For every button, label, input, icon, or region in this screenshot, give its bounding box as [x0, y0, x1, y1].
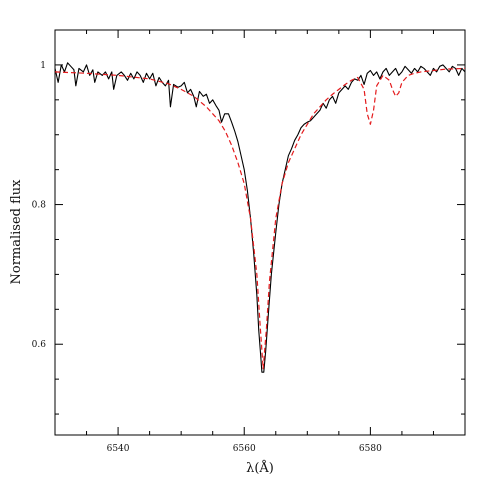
series-layer: [54, 62, 466, 373]
observed-spectrum-line: [54, 62, 466, 373]
plot-frame: [54, 29, 466, 436]
x-axis-label: λ(Å): [246, 460, 274, 476]
y-axis-label: Normalised flux: [9, 179, 24, 285]
y-axis-ticks: 0.6 0.8 1: [32, 29, 465, 415]
x-tick-label: 6580: [359, 444, 382, 454]
y-tick-label: 0.8: [32, 201, 47, 211]
x-tick-label: 6540: [107, 444, 130, 454]
x-axis-ticks: 6540 6560 6580: [54, 30, 466, 454]
y-tick-label: 1: [40, 61, 46, 71]
x-tick-label: 6560: [233, 444, 256, 454]
y-tick-label: 0.6: [32, 340, 47, 350]
model-spectrum-line: [54, 67, 466, 370]
